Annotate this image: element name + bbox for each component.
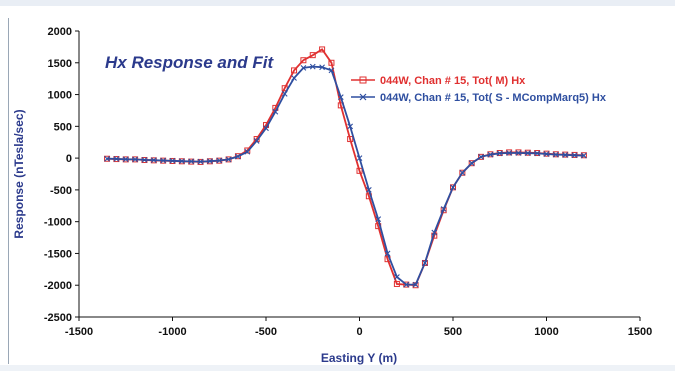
y-tick-label: 2000 [48, 26, 72, 38]
data-point [337, 94, 344, 100]
data-point [515, 150, 522, 156]
data-point [562, 152, 569, 158]
x-tick-label: -500 [255, 326, 277, 338]
data-point [216, 157, 223, 164]
x-tick-label: 1000 [534, 326, 558, 338]
legend-marker-2 [359, 93, 367, 101]
data-point [291, 67, 298, 74]
left-divider [8, 18, 9, 364]
data-point [393, 280, 400, 287]
data-point [581, 152, 587, 159]
data-point [478, 153, 484, 160]
x-tick-label: 0 [356, 326, 362, 338]
data-point [132, 156, 138, 163]
data-point [450, 184, 456, 191]
data-point [272, 108, 279, 115]
chart-svg: -1500 -1000 -500 0 500 1000 1500 -2500 -2000 -150… [12, 26, 669, 365]
data-point [459, 169, 466, 176]
x-tick-label: 500 [444, 326, 462, 338]
data-point [431, 229, 438, 236]
data-point [244, 147, 251, 154]
ticks: -1500 -1000 -500 0 500 1000 1500 -2500 -2000 -150… [44, 26, 652, 338]
data-point [160, 157, 167, 164]
data-point [113, 155, 120, 162]
series-2 [104, 63, 587, 288]
data-point [347, 136, 354, 143]
y-tick-label: 500 [54, 121, 72, 133]
data-point [197, 158, 204, 165]
data-point [263, 125, 269, 132]
data-point [468, 160, 475, 167]
y-tick-label: 0 [66, 153, 72, 165]
data-point [496, 150, 503, 157]
legend-box [347, 66, 669, 106]
series-line [106, 65, 584, 286]
chart-title: Hx Response and Fit [105, 53, 274, 72]
data-point [422, 260, 428, 266]
x-tick-label: -1000 [158, 326, 186, 338]
y-tick-label: -500 [50, 185, 72, 197]
data-point [141, 157, 148, 163]
y-tick-label: -2500 [44, 312, 72, 324]
data-point [524, 150, 531, 157]
data-point [300, 57, 307, 64]
data-point [365, 187, 372, 193]
data-point [440, 206, 447, 212]
data-point [487, 151, 494, 158]
y-tick-label: -1000 [44, 217, 72, 229]
data-point [291, 75, 297, 81]
legend: 044W, Chan # 15, Tot( M) Hx 044W, Chan #… [347, 66, 669, 106]
data-point [552, 151, 559, 158]
y-axis-title: Response (nTesla/sec) [12, 109, 26, 238]
data-point [347, 123, 354, 130]
y-tick-label: -1500 [44, 248, 72, 260]
data-point [450, 184, 456, 191]
data-point [319, 64, 325, 71]
data-point [459, 169, 466, 176]
data-point [328, 59, 335, 66]
legend-label-2: 044W, Chan # 15, Tot( S - MCompMarq5) Hx [380, 92, 607, 104]
data-point [328, 67, 335, 74]
data-point [319, 46, 326, 53]
data-point [571, 152, 578, 159]
x-tick-label: 1500 [628, 326, 652, 338]
data-point [207, 158, 213, 165]
data-point [122, 156, 129, 163]
x-axis-title: Easting Y (m) [321, 351, 397, 365]
data-point [253, 138, 260, 144]
data-point [169, 157, 176, 164]
y-tick-label: 1500 [48, 58, 72, 70]
x-tick-label: -1500 [65, 326, 93, 338]
data-point [468, 160, 475, 167]
data-point [384, 250, 391, 257]
data-point [534, 150, 541, 157]
data-point [150, 157, 157, 164]
data-point [375, 216, 382, 223]
data-point [543, 151, 550, 157]
y-tick-label: 1000 [48, 90, 72, 102]
data-point [281, 91, 288, 97]
data-point [356, 167, 363, 174]
data-point [300, 64, 307, 71]
data-point [412, 281, 419, 288]
data-point [244, 148, 251, 155]
data-point [356, 155, 363, 161]
legend-label-1: 044W, Chan # 15, Tot( M) Hx [380, 75, 526, 87]
data-point [225, 156, 232, 163]
data-point [235, 153, 241, 160]
data-point [309, 52, 316, 59]
data-point [394, 274, 400, 280]
data-point [309, 63, 316, 70]
series-layer [104, 46, 587, 289]
legend-marker-1 [359, 76, 367, 84]
y-tick-label: -2000 [44, 280, 72, 292]
data-point [178, 158, 185, 165]
data-point [188, 158, 195, 165]
data-point [506, 150, 512, 156]
data-point [403, 281, 410, 288]
data-point [104, 155, 110, 162]
